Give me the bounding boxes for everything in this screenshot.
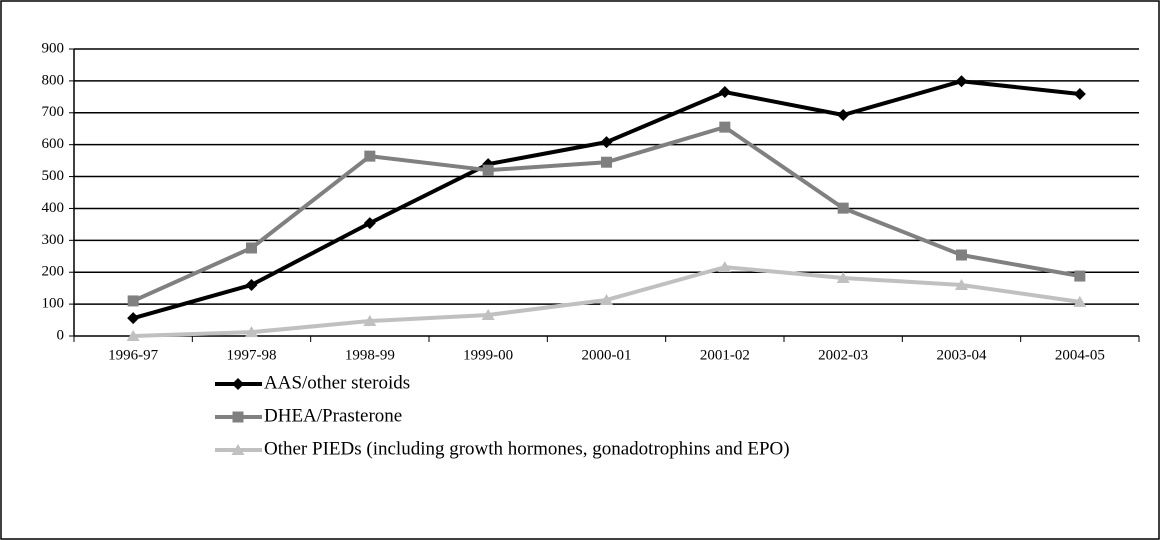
x-tick-label: 2000-01 bbox=[582, 347, 632, 363]
marker bbox=[955, 75, 968, 88]
marker bbox=[718, 261, 732, 273]
y-tick-label: 800 bbox=[42, 72, 65, 88]
x-tick-label: 1999-00 bbox=[463, 347, 513, 363]
x-tick-label: 2004-05 bbox=[1055, 347, 1105, 363]
y-tick-label: 300 bbox=[42, 232, 65, 248]
x-tick-label: 1997-98 bbox=[227, 347, 277, 363]
marker bbox=[956, 249, 967, 261]
marker bbox=[1073, 295, 1087, 307]
x-tick-label: 2001-02 bbox=[700, 347, 750, 363]
marker bbox=[600, 293, 613, 305]
y-tick-label: 200 bbox=[42, 264, 65, 280]
marker bbox=[718, 86, 731, 99]
marker bbox=[246, 242, 257, 254]
marker bbox=[1073, 87, 1086, 100]
marker bbox=[245, 326, 258, 338]
marker bbox=[1074, 270, 1086, 282]
marker bbox=[600, 136, 613, 149]
marker bbox=[363, 217, 376, 230]
marker bbox=[837, 202, 849, 214]
marker bbox=[837, 109, 850, 122]
x-tick-label: 2003-04 bbox=[937, 347, 987, 363]
legend-label: AAS/other steroids bbox=[264, 372, 410, 393]
legend-label: DHEA/Prasterone bbox=[264, 405, 402, 426]
y-tick-label: 100 bbox=[42, 296, 65, 312]
marker bbox=[955, 278, 968, 290]
marker bbox=[127, 312, 140, 325]
marker bbox=[601, 156, 612, 168]
marker bbox=[363, 315, 377, 327]
marker bbox=[127, 295, 139, 307]
y-tick-label: 400 bbox=[42, 200, 65, 216]
x-tick-label: 1998-99 bbox=[345, 347, 395, 363]
marker bbox=[719, 121, 731, 133]
marker bbox=[482, 164, 494, 176]
marker bbox=[836, 271, 850, 283]
legend-label: Other PIEDs (including growth hormones, … bbox=[264, 438, 790, 459]
y-tick-label: 0 bbox=[57, 327, 65, 343]
x-tick-label: 1996-97 bbox=[108, 347, 158, 363]
marker bbox=[481, 308, 495, 320]
y-tick-label: 600 bbox=[42, 136, 65, 152]
marker bbox=[364, 150, 376, 162]
marker bbox=[232, 411, 244, 423]
marker bbox=[232, 378, 244, 390]
y-tick-label: 700 bbox=[42, 104, 65, 120]
x-tick-label: 2002-03 bbox=[818, 347, 868, 363]
marker bbox=[231, 444, 245, 455]
marker bbox=[245, 278, 258, 291]
marker bbox=[126, 330, 140, 341]
y-tick-label: 500 bbox=[42, 168, 65, 184]
y-tick-label: 900 bbox=[42, 40, 65, 56]
